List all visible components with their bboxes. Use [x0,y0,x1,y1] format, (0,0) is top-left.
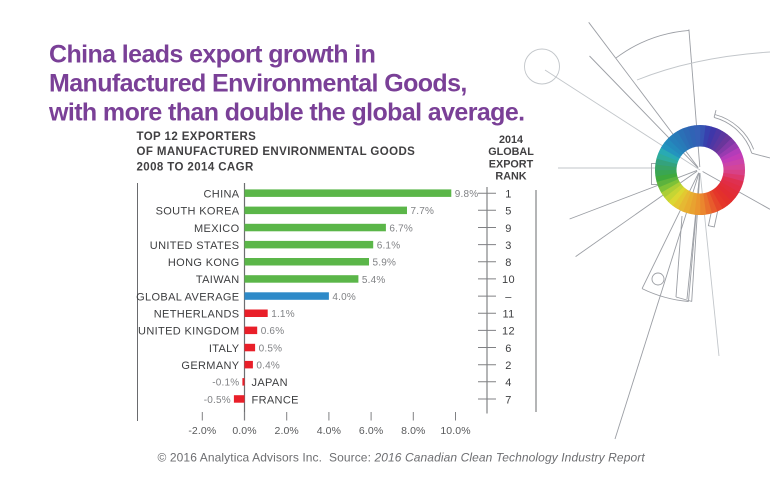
svg-text:2.0%: 2.0% [275,425,299,437]
svg-text:5.4%: 5.4% [362,275,386,286]
svg-text:2008 TO 2014 CAGR: 2008 TO 2014 CAGR [137,161,254,173]
svg-text:0.4%: 0.4% [256,361,280,372]
svg-text:6: 6 [505,343,511,355]
svg-text:8.0%: 8.0% [401,425,425,437]
svg-text:RANK: RANK [495,170,526,182]
svg-text:5: 5 [505,206,511,218]
svg-text:–: – [505,291,512,303]
svg-text:6.0%: 6.0% [359,425,383,437]
svg-text:2: 2 [505,360,511,372]
svg-text:FRANCE: FRANCE [252,394,299,406]
svg-text:6.1%: 6.1% [377,240,401,251]
svg-text:UNITED STATES: UNITED STATES [150,240,240,252]
svg-text:TOP 12 EXPORTERS: TOP 12 EXPORTERS [137,131,257,143]
svg-text:11: 11 [502,309,514,321]
svg-text:0.5%: 0.5% [259,343,283,354]
svg-text:9.8%: 9.8% [455,189,479,200]
svg-text:-2.0%: -2.0% [188,425,216,437]
svg-text:TAIWAN: TAIWAN [196,274,240,286]
svg-text:0.6%: 0.6% [261,326,285,337]
svg-text:3: 3 [505,240,511,252]
svg-text:1: 1 [505,189,511,201]
svg-text:JAPAN: JAPAN [252,377,288,389]
svg-text:GLOBAL AVERAGE: GLOBAL AVERAGE [136,291,239,303]
svg-text:-0.1%: -0.1% [212,378,239,389]
svg-text:4: 4 [505,377,511,389]
svg-text:GLOBAL: GLOBAL [488,146,534,158]
svg-text:UNITED KINGDOM: UNITED KINGDOM [138,326,239,338]
svg-text:10.0%: 10.0% [440,425,470,437]
svg-text:Manufactured Environmental Goo: Manufactured Environmental Goods, [49,70,467,98]
svg-text:NETHERLANDS: NETHERLANDS [154,309,240,321]
svg-text:8: 8 [505,257,511,269]
svg-text:CHINA: CHINA [204,189,240,201]
svg-text:SOUTH KOREA: SOUTH KOREA [156,206,240,218]
svg-text:0.0%: 0.0% [232,425,256,437]
svg-text:HONG KONG: HONG KONG [168,257,240,269]
svg-text:China leads export growth in: China leads export growth in [49,41,375,69]
svg-text:12: 12 [502,326,515,338]
svg-text:OF MANUFACTURED ENVIRONMENTAL: OF MANUFACTURED ENVIRONMENTAL GOODS [137,146,416,158]
svg-text:6.7%: 6.7% [389,223,413,234]
svg-text:2014: 2014 [499,134,523,146]
svg-text:MEXICO: MEXICO [194,223,240,235]
svg-text:ITALY: ITALY [209,343,240,355]
svg-text:7: 7 [505,394,511,406]
svg-text:with more than double the glob: with more than double the global average… [48,99,524,127]
svg-text:4.0%: 4.0% [317,425,341,437]
svg-text:-0.5%: -0.5% [204,395,231,406]
svg-text:10: 10 [502,274,515,286]
svg-text:EXPORT: EXPORT [489,158,534,170]
svg-text:1.1%: 1.1% [271,309,295,320]
svg-text:5.9%: 5.9% [373,258,397,269]
svg-text:4.0%: 4.0% [332,292,356,303]
svg-text:© 2016 Analytica Advisors Inc.: © 2016 Analytica Advisors Inc. Source: 2… [158,451,646,465]
svg-text:7.7%: 7.7% [411,206,435,217]
svg-text:GERMANY: GERMANY [181,360,239,372]
svg-text:9: 9 [505,223,511,235]
